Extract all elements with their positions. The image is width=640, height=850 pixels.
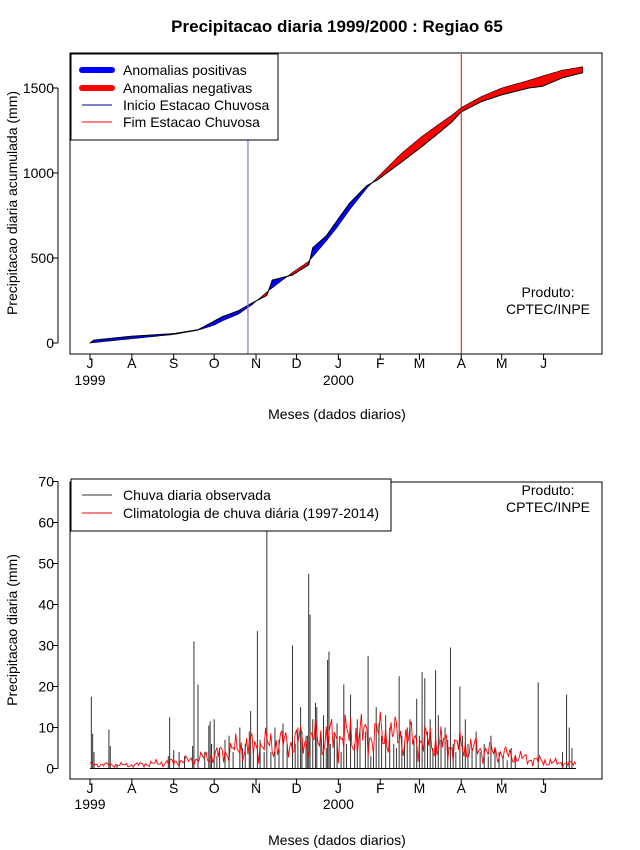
legend-label-climatology: Climatologia de chuva diária (1997-2014) <box>123 505 379 521</box>
top-annotation-line1: Produto: <box>522 284 575 300</box>
bottom-year-label: 1999 <box>74 796 105 812</box>
top-y-tick-label: 1000 <box>23 165 54 181</box>
top-y-tick-label: 0 <box>46 335 54 351</box>
top-year-label: 1999 <box>74 372 105 388</box>
chart-title: Precipitacao diaria 1999/2000 : Regiao 6… <box>171 17 503 36</box>
bottom-y-tick-label: 10 <box>38 720 54 736</box>
bottom-y-tick-label: 30 <box>38 638 54 654</box>
bottom-x-tick-label: M <box>414 780 426 796</box>
top-y-axis-label: Precipitacao diaria acumulada (mm) <box>4 91 20 315</box>
positive-anomaly-area <box>88 300 257 344</box>
top-x-tick-label: S <box>169 355 178 371</box>
bottom-y-tick-label: 40 <box>38 597 54 613</box>
bottom-x-tick-label: S <box>169 780 178 796</box>
top-year-label: 2000 <box>323 372 354 388</box>
top-x-axis-label: Meses (dados diarios) <box>268 406 406 422</box>
bottom-x-tick-label: N <box>251 780 261 796</box>
climatology-daily-line <box>89 711 577 769</box>
top-x-tick-label: A <box>127 355 137 371</box>
top-x-tick-label: M <box>496 355 508 371</box>
legend-label-negative: Anomalias negativas <box>123 80 252 96</box>
top-x-tick-label: D <box>291 355 301 371</box>
bottom-annotation-line1: Produto: <box>522 482 575 498</box>
bottom-y-tick-label: 70 <box>38 474 54 490</box>
bottom-y-axis-label: Precipitacao diaria (mm) <box>4 554 20 706</box>
bottom-x-tick-label: O <box>209 780 220 796</box>
bottom-y-tick-label: 20 <box>38 679 54 695</box>
top-y-tick-label: 1500 <box>23 80 54 96</box>
top-x-tick-label: F <box>376 355 385 371</box>
legend-label-end: Fim Estacao Chuvosa <box>123 114 260 130</box>
bottom-x-tick-label: J <box>87 780 94 796</box>
bottom-annotation-line2: CPTEC/INPE <box>506 499 590 515</box>
top-legend: Anomalias positivas Anomalias negativas … <box>70 53 279 141</box>
top-x-tick-label: A <box>457 355 467 371</box>
top-y-tick-label: 500 <box>31 250 55 266</box>
top-annotation-line2: CPTEC/INPE <box>506 301 590 317</box>
bottom-x-tick-label: J <box>540 780 547 796</box>
negative-anomaly-area <box>286 260 310 278</box>
legend-label-onset: Inicio Estacao Chuvosa <box>123 97 270 113</box>
positive-anomaly-area <box>308 182 373 265</box>
top-x-tick-label: J <box>335 355 342 371</box>
bottom-legend: Chuva diaria observada Climatologia de c… <box>70 478 392 532</box>
bottom-legend-box <box>70 478 392 532</box>
legend-label-observed: Chuva diaria observada <box>123 487 271 503</box>
bottom-x-tick-label: D <box>291 780 301 796</box>
bottom-year-label: 2000 <box>323 796 354 812</box>
observed-cumulative-line <box>89 72 583 344</box>
top-x-tick-label: J <box>87 355 94 371</box>
negative-anomaly-area <box>371 66 584 184</box>
bottom-x-tick-label: M <box>496 780 508 796</box>
top-x-tick-label: M <box>414 355 426 371</box>
top-x-tick-label: O <box>209 355 220 371</box>
bottom-y-tick-label: 50 <box>38 556 54 572</box>
legend-label-positive: Anomalias positivas <box>123 62 247 78</box>
top-x-tick-label: N <box>251 355 261 371</box>
bottom-x-tick-label: J <box>335 780 342 796</box>
bottom-x-tick-label: A <box>457 780 467 796</box>
bottom-series-group <box>89 526 577 769</box>
bottom-y-tick-label: 60 <box>38 515 54 531</box>
bottom-x-tick-label: A <box>127 780 137 796</box>
top-x-tick-label: J <box>540 355 547 371</box>
bottom-y-tick-label: 0 <box>46 761 54 777</box>
bottom-x-tick-label: F <box>376 780 385 796</box>
bottom-x-axis-label: Meses (dados diarios) <box>268 832 406 848</box>
